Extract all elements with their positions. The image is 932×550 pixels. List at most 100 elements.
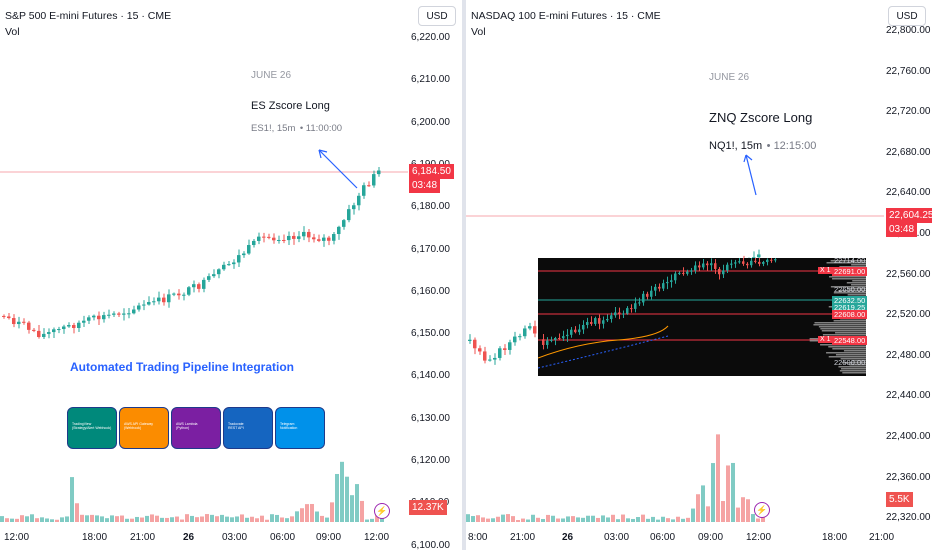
candle bbox=[518, 336, 522, 338]
volume-bar bbox=[145, 515, 149, 522]
volume-profile-bar bbox=[843, 350, 866, 352]
time-tick-label: 09:00 bbox=[698, 532, 724, 543]
volume-bar bbox=[240, 514, 244, 522]
candle bbox=[706, 263, 709, 266]
volume-bar bbox=[310, 503, 314, 522]
volume-bar bbox=[671, 519, 675, 522]
volume-bar bbox=[631, 518, 635, 522]
candle bbox=[197, 284, 201, 289]
volume-bar bbox=[255, 518, 259, 522]
candle bbox=[312, 237, 316, 240]
es-currency-button[interactable]: USD bbox=[418, 6, 456, 26]
level-label: 22632.50 bbox=[832, 296, 868, 305]
volume-profile-bar bbox=[852, 280, 866, 282]
volume-profile-bar bbox=[852, 360, 866, 362]
candle bbox=[730, 263, 733, 265]
time-tick-label: 26 bbox=[562, 532, 574, 543]
volume-bar bbox=[721, 501, 725, 522]
volume-bar bbox=[691, 508, 695, 522]
candle bbox=[550, 339, 553, 341]
nq-annotation-symbol: NQ1!, 15m bbox=[709, 140, 763, 152]
candle bbox=[566, 334, 569, 337]
volume-bar bbox=[130, 518, 134, 522]
volume-bar bbox=[235, 516, 239, 522]
candle bbox=[282, 239, 286, 241]
pane-divider[interactable] bbox=[462, 0, 466, 550]
candle bbox=[503, 348, 507, 350]
candle bbox=[654, 286, 657, 291]
volume-bar bbox=[20, 515, 24, 522]
candle bbox=[714, 263, 717, 269]
volume-bar bbox=[626, 518, 630, 522]
volume-bar bbox=[586, 515, 590, 522]
volume-bar bbox=[471, 516, 475, 522]
candle bbox=[570, 329, 573, 335]
candle bbox=[702, 263, 705, 268]
price-tick-label: 6,220.00 bbox=[411, 32, 450, 43]
volume-profile-bar bbox=[826, 262, 866, 264]
volume-profile-bar bbox=[822, 334, 866, 336]
candle bbox=[17, 321, 21, 325]
volume-profile-bar bbox=[847, 288, 866, 290]
pipeline-title: Automated Trading Pipeline Integration bbox=[70, 360, 295, 374]
candle bbox=[22, 321, 26, 323]
nq-currency-button[interactable]: USD bbox=[888, 6, 926, 26]
volume-bar bbox=[481, 517, 485, 522]
candle bbox=[262, 236, 266, 238]
price-tick-label: 6,180.00 bbox=[411, 201, 450, 213]
nq-annotation-time: 12:15:00 bbox=[773, 140, 817, 152]
candle bbox=[694, 265, 697, 271]
volume-bar bbox=[616, 519, 620, 522]
candle bbox=[227, 264, 231, 266]
volume-bar bbox=[466, 514, 470, 522]
volume-bar bbox=[175, 516, 179, 522]
es-price-chart[interactable] bbox=[0, 0, 462, 550]
es-chart-pane[interactable]: S&P 500 E-mini Futures · 15 · CME Vol US… bbox=[0, 0, 462, 550]
volume-bar bbox=[706, 506, 710, 522]
price-tick-label: 6,140.00 bbox=[411, 370, 450, 382]
volume-bar bbox=[756, 518, 760, 522]
volume-bar bbox=[125, 518, 129, 522]
candle bbox=[554, 337, 557, 340]
volume-bar bbox=[661, 516, 665, 522]
volume-bar bbox=[220, 514, 224, 522]
candle bbox=[67, 325, 71, 327]
price-tick-label: 6,200.00 bbox=[411, 116, 450, 128]
candle bbox=[638, 302, 641, 304]
candle bbox=[682, 272, 685, 274]
volume-bar bbox=[521, 518, 525, 522]
candle bbox=[602, 320, 605, 324]
candle bbox=[307, 231, 311, 238]
volume-bar bbox=[215, 516, 219, 522]
volume-bar bbox=[571, 516, 575, 522]
pipeline-card-title: AWS API Gateway bbox=[124, 422, 154, 426]
pipeline-card-title: Tradovate bbox=[228, 422, 244, 426]
candle bbox=[92, 315, 96, 318]
volume-bar bbox=[726, 465, 730, 522]
candle bbox=[297, 236, 301, 239]
pipeline-card-title: Telegram bbox=[280, 422, 295, 426]
volume-profile-bar bbox=[835, 354, 866, 356]
volume-bar bbox=[656, 519, 660, 522]
pipeline-card-title: AWS Lambda bbox=[176, 422, 198, 426]
candle bbox=[317, 239, 321, 241]
es-annotation-symbol: ES1!, 15m bbox=[251, 123, 296, 134]
volume-bar bbox=[170, 517, 174, 522]
candle bbox=[642, 293, 645, 303]
candle bbox=[606, 319, 609, 321]
candle bbox=[762, 262, 765, 264]
es-volume-badge: 12.37K bbox=[409, 500, 447, 515]
time-tick-label: 03:00 bbox=[604, 532, 630, 543]
candle bbox=[754, 260, 757, 262]
volume-bar bbox=[185, 514, 189, 522]
es-lightning-icon[interactable]: ⚡ bbox=[374, 503, 390, 519]
volume-profile-bar bbox=[846, 282, 866, 284]
volume-profile-bar bbox=[839, 266, 866, 268]
time-tick-label: 21:00 bbox=[510, 532, 536, 543]
candle bbox=[97, 315, 101, 320]
candle bbox=[710, 263, 713, 266]
nq-lightning-icon[interactable]: ⚡ bbox=[754, 502, 770, 518]
volume-bar bbox=[265, 519, 269, 522]
candle bbox=[62, 326, 66, 330]
es-annotation-detail: ES1!, 15m • 11:00:00 bbox=[251, 123, 343, 134]
